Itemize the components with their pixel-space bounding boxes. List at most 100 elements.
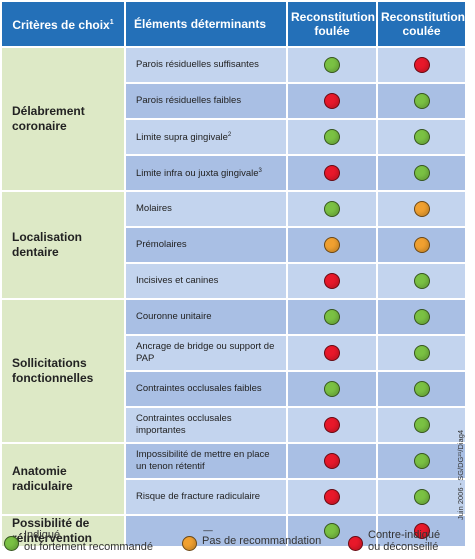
legend-label: Contre-indiqué ou déconseillé xyxy=(368,529,441,553)
coulee-cell xyxy=(378,120,465,154)
green-dot-icon xyxy=(413,92,430,109)
green-dot-icon xyxy=(413,308,430,325)
foulee-cell xyxy=(288,516,376,546)
coulee-cell xyxy=(378,516,465,546)
element-cell: Impossibilité de mettre en place un teno… xyxy=(126,444,286,478)
element-cell: Incisives et canines xyxy=(126,264,286,298)
element-cell: Limite infra ou juxta gingivale3 xyxy=(126,156,286,190)
table-body: Délabrement coronaire Parois résiduelles … xyxy=(2,48,465,546)
element-label: Contraintes occlusales importantes xyxy=(136,413,232,436)
element-cell: Ancrage de bridge ou support de PAP xyxy=(126,336,286,370)
orange-dot-icon xyxy=(324,236,340,253)
table-row: Risque de fracture radiculaire xyxy=(2,480,465,514)
coulee-cell xyxy=(378,300,465,334)
element-cell: Prémolaires xyxy=(126,228,286,262)
green-dot-icon xyxy=(413,452,430,469)
category-label: Délabrement coronaire xyxy=(2,48,124,190)
coulee-cell xyxy=(378,372,465,406)
coulee-cell xyxy=(378,192,465,226)
element-cell: Contraintes occlusales importantes xyxy=(126,408,286,442)
table-row: Limite infra ou juxta gingivale3 xyxy=(2,156,465,190)
table-row: Contraintes occlusales faibles xyxy=(2,372,465,406)
foulee-cell xyxy=(288,48,376,82)
header-elements: Éléments déterminants xyxy=(126,2,286,46)
table-row: Délabrement coronaire Parois résiduelles … xyxy=(2,48,465,190)
criteria-table: Critères de choix1 Éléments déterminants… xyxy=(2,2,465,546)
green-dot-icon xyxy=(324,200,340,217)
green-dot-icon xyxy=(324,522,340,539)
element-note: 3 xyxy=(258,168,262,175)
green-dot-icon xyxy=(413,416,430,433)
coulee-cell xyxy=(378,228,465,262)
element-cell: Molaires xyxy=(126,192,286,226)
red-dot-icon xyxy=(324,452,340,469)
table-row: Anatomie radiculaire Impossibilité de met… xyxy=(2,444,465,514)
header-coulee: Reconstitution coulée xyxy=(378,2,465,46)
legend-label: Indiqué ou fortement recommandé xyxy=(24,529,154,553)
element-label: Risque de fracture radiculaire xyxy=(136,491,261,502)
element-label: Impossibilité de mettre en place un teno… xyxy=(136,449,270,472)
element-label: Molaires xyxy=(136,203,172,214)
header-criteria: Critères de choix1 xyxy=(2,2,124,46)
element-cell: Parois résiduelles suffisantes xyxy=(126,48,286,82)
foulee-cell xyxy=(288,372,376,406)
table-row: Incisives et canines xyxy=(2,264,465,298)
element-note: 2 xyxy=(227,132,232,139)
red-dot-icon xyxy=(324,344,340,361)
red-dot-icon xyxy=(324,416,340,433)
table-row: Ancrage de bridge ou support de PAP xyxy=(2,336,465,370)
element-cell: — xyxy=(126,516,286,546)
green-dot-icon xyxy=(413,128,430,145)
element-label: Contraintes occlusales faibles xyxy=(136,383,262,394)
foulee-cell xyxy=(288,444,376,478)
table-row: Prémolaires xyxy=(2,228,465,262)
element-cell: Contraintes occlusales faibles xyxy=(126,372,286,406)
element-label: Prémolaires xyxy=(136,239,187,250)
green-dot-icon xyxy=(324,380,340,397)
element-cell: Risque de fracture radiculaire xyxy=(126,480,286,514)
green-dot-icon xyxy=(324,128,340,145)
table-row: Contraintes occlusales importantes xyxy=(2,408,465,442)
element-label: Parois résiduelles faibles xyxy=(136,95,242,106)
element-cell: Couronne unitaire xyxy=(126,300,286,334)
red-dot-icon xyxy=(324,92,340,109)
element-label: Limite supra gingivale xyxy=(136,132,228,144)
legend: Indiqué ou fortement recommandé Pas de r… xyxy=(0,526,475,559)
orange-dot-icon xyxy=(413,236,430,253)
coulee-cell xyxy=(378,156,465,190)
header-foulee: Reconstitution foulée xyxy=(288,2,376,46)
foulee-cell xyxy=(288,156,376,190)
green-dot-icon xyxy=(413,344,430,361)
orange-dot-icon xyxy=(413,200,430,217)
table-row: Sollicitations fonctionnelles Couronne un… xyxy=(2,300,465,442)
header-criteria-note: 1 xyxy=(109,19,114,26)
coulee-cell xyxy=(378,336,465,370)
red-dot-icon xyxy=(348,536,363,551)
green-dot-icon xyxy=(413,272,430,289)
element-label: — xyxy=(203,525,213,536)
element-label: Limite infra ou juxta gingivale xyxy=(136,168,259,180)
table-row: Limite supra gingivale2 xyxy=(2,120,465,154)
element-label: Couronne unitaire xyxy=(136,311,212,322)
foulee-cell xyxy=(288,480,376,514)
table-row: Localisation dentaire Molaires xyxy=(2,192,465,298)
foulee-cell xyxy=(288,84,376,118)
element-cell: Limite supra gingivale2 xyxy=(126,120,286,154)
green-dot-icon xyxy=(413,380,430,397)
foulee-cell xyxy=(288,228,376,262)
foulee-cell xyxy=(288,336,376,370)
category-label: Possibilité de réintervention xyxy=(2,516,124,546)
green-dot-icon xyxy=(413,164,430,181)
category-label: Localisation dentaire xyxy=(2,192,124,298)
coulee-cell xyxy=(378,408,465,442)
foulee-cell xyxy=(288,192,376,226)
red-dot-icon xyxy=(324,488,340,505)
table-row: Possibilité de réintervention — xyxy=(2,516,465,546)
element-label: Ancrage de bridge ou support de PAP xyxy=(136,341,275,364)
coulee-cell xyxy=(378,480,465,514)
red-dot-icon xyxy=(413,522,430,539)
foulee-cell xyxy=(288,120,376,154)
element-label: Incisives et canines xyxy=(136,275,219,286)
header-row: Critères de choix1 Éléments déterminants… xyxy=(2,2,465,46)
green-dot-icon xyxy=(4,536,19,551)
